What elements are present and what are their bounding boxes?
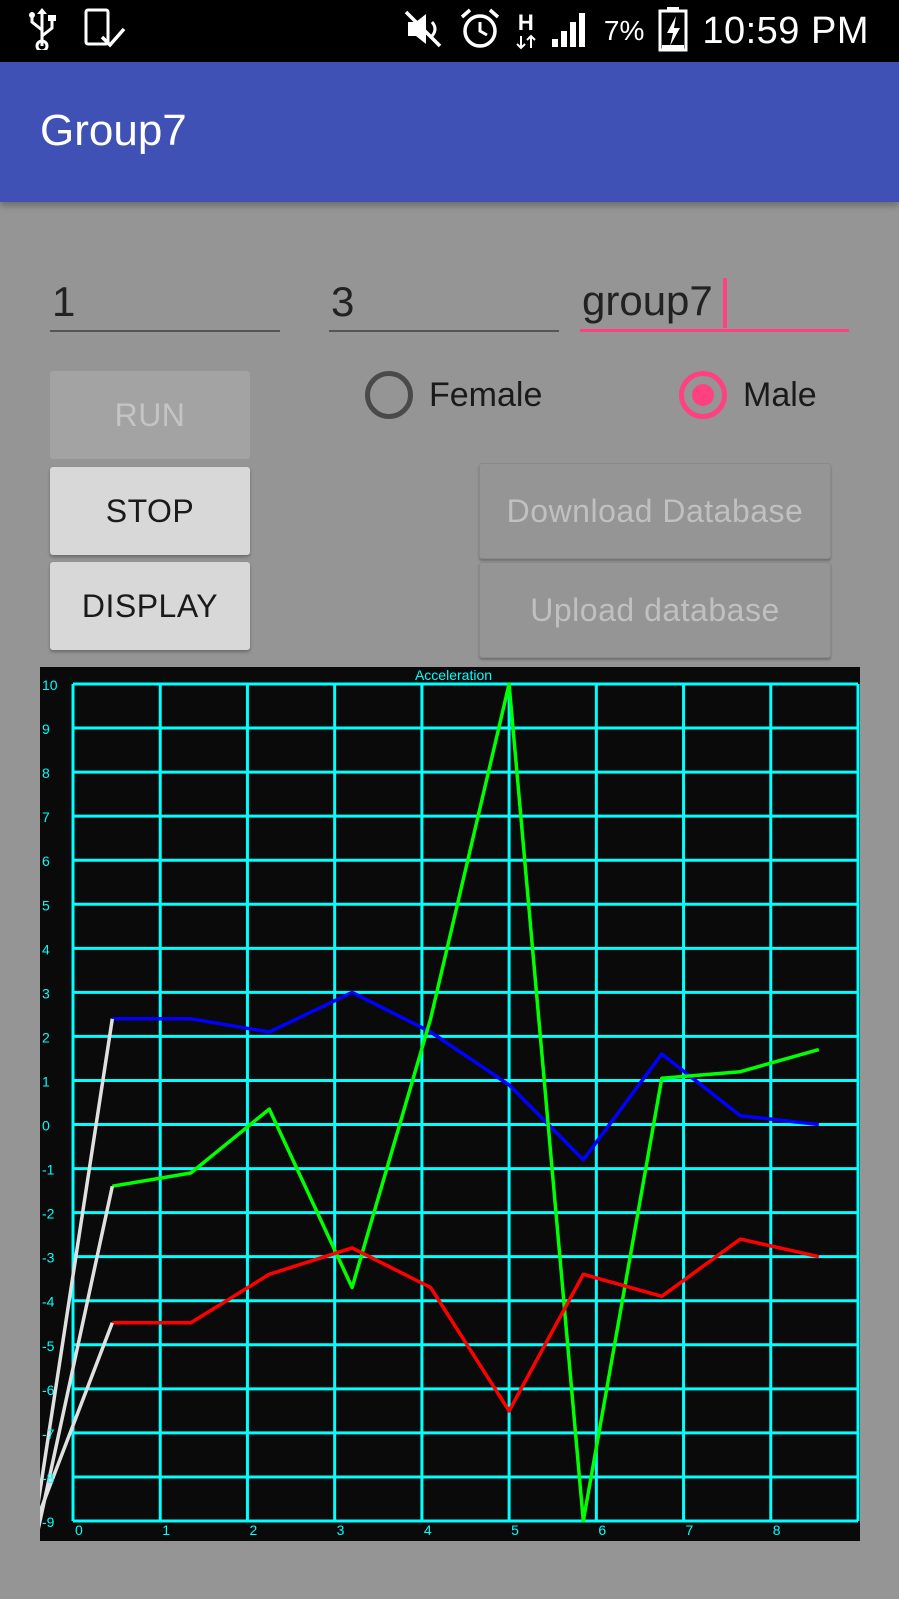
y-tick-label-4: 6 xyxy=(42,853,50,869)
x-tick-label-5: 5 xyxy=(511,1522,519,1538)
app-bar: Group7 xyxy=(0,62,899,202)
y-tick-label-5: 5 xyxy=(42,897,50,913)
x-tick-label-4: 4 xyxy=(424,1522,432,1538)
usb-icon xyxy=(24,7,60,55)
y-tick-label-7: 3 xyxy=(42,985,50,1001)
stop-button[interactable]: STOP xyxy=(50,467,250,555)
radio-male[interactable]: Male xyxy=(679,371,817,419)
series-line-3 xyxy=(40,1018,115,1503)
y-tick-label-13: -3 xyxy=(42,1250,55,1266)
radio-female[interactable]: Female xyxy=(365,371,542,419)
y-tick-label-6: 4 xyxy=(42,941,50,957)
y-tick-label-9: 1 xyxy=(42,1073,50,1089)
chart-svg: 109876543210-1-2-3-4-5-6-7-8-90123456789… xyxy=(40,667,860,1538)
series-line-1 xyxy=(112,682,820,1523)
input-field-3-input[interactable] xyxy=(580,277,849,325)
download-database-button[interactable]: Download Database xyxy=(479,463,831,559)
input-field-1[interactable] xyxy=(50,272,280,332)
acceleration-chart: 109876543210-1-2-3-4-5-6-7-8-90123456789… xyxy=(40,667,860,1541)
radio-male-circle[interactable] xyxy=(679,371,727,419)
radio-female-label: Female xyxy=(429,375,543,414)
series-line-5 xyxy=(40,1322,114,1517)
x-tick-label-2: 2 xyxy=(249,1522,257,1538)
y-tick-label-14: -4 xyxy=(42,1294,55,1310)
app-title: Group7 xyxy=(40,106,187,155)
chart-title: Acceleration xyxy=(415,667,492,683)
clock: 10:59 PM xyxy=(702,9,869,52)
alarm-icon xyxy=(458,7,502,56)
x-tick-label-0: 0 xyxy=(75,1522,83,1538)
x-tick-label-7: 7 xyxy=(686,1522,694,1538)
radio-female-circle[interactable] xyxy=(365,371,413,419)
input-field-2-input[interactable] xyxy=(329,278,559,326)
input-field-1-input[interactable] xyxy=(50,278,280,326)
x-tick-label-8: 8 xyxy=(773,1522,781,1538)
radio-male-label: Male xyxy=(743,375,817,414)
y-tick-label-10: 0 xyxy=(42,1118,50,1134)
x-tick-label-1: 1 xyxy=(162,1522,170,1538)
series-line-4 xyxy=(40,1185,115,1530)
network-h-icon: H xyxy=(516,12,536,50)
x-tick-label-6: 6 xyxy=(598,1522,606,1538)
y-tick-label-1: 9 xyxy=(42,721,50,737)
series-line-2 xyxy=(112,1237,820,1413)
y-tick-label-16: -6 xyxy=(42,1382,55,1398)
battery-percent: 7% xyxy=(603,15,645,46)
input-field-3[interactable] xyxy=(580,272,849,332)
upload-database-button[interactable]: Upload database xyxy=(479,562,831,658)
y-tick-label-17: -7 xyxy=(42,1426,55,1442)
y-tick-label-15: -5 xyxy=(42,1338,55,1354)
y-tick-label-18: -8 xyxy=(42,1470,55,1486)
series-line-0 xyxy=(112,990,819,1162)
y-tick-label-0: 10 xyxy=(42,677,58,693)
mute-icon xyxy=(402,8,444,55)
input-field-2[interactable] xyxy=(329,272,559,332)
y-tick-label-11: -1 xyxy=(42,1162,55,1178)
battery-icon xyxy=(658,6,688,57)
y-tick-label-2: 8 xyxy=(42,765,50,781)
display-button[interactable]: DISPLAY xyxy=(50,562,250,650)
signal-icon xyxy=(550,9,590,54)
run-button[interactable]: RUN xyxy=(50,371,250,459)
text-cursor xyxy=(723,278,727,328)
status-bar: H 7% 10:59 PM xyxy=(0,0,899,62)
y-tick-label-12: -2 xyxy=(42,1206,55,1222)
x-tick-label-3: 3 xyxy=(337,1522,345,1538)
y-tick-label-19: -9 xyxy=(42,1514,55,1530)
y-tick-label-8: 2 xyxy=(42,1029,50,1045)
device-check-icon xyxy=(82,7,126,56)
y-tick-label-3: 7 xyxy=(42,809,50,825)
